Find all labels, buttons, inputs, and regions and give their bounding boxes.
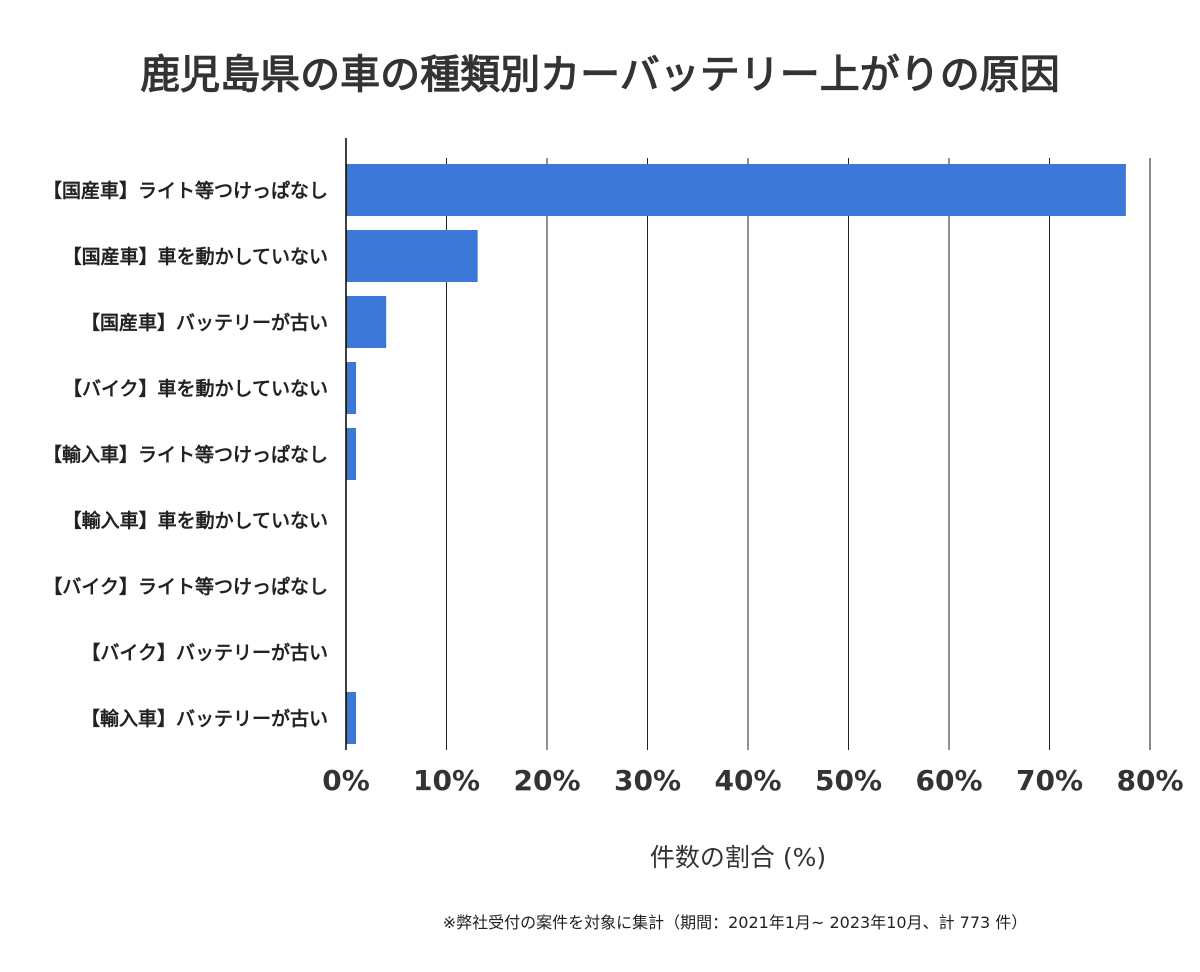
x-tick-label: 70% bbox=[1016, 764, 1083, 797]
bar bbox=[346, 428, 357, 480]
x-tick-label: 40% bbox=[714, 764, 781, 797]
category-label: 【バイク】ライト等つけっぱなし bbox=[43, 575, 328, 598]
x-tick-label: 60% bbox=[915, 764, 982, 797]
bar bbox=[346, 296, 387, 348]
x-tick-label: 20% bbox=[513, 764, 580, 797]
footnote: ※弊社受付の案件を対象に集計（期間：2021年1月~ 2023年10月、計 77… bbox=[443, 913, 1028, 932]
category-label: 【バイク】車を動かしていない bbox=[63, 377, 328, 400]
x-axis-label: 件数の割合 (%) bbox=[650, 843, 826, 872]
category-label: 【輸入車】車を動かしていない bbox=[63, 509, 328, 532]
category-label: 【輸入車】バッテリーが古い bbox=[81, 707, 328, 730]
bar bbox=[346, 230, 478, 282]
x-tick-label: 80% bbox=[1116, 764, 1183, 797]
bar bbox=[346, 164, 1126, 216]
bar bbox=[346, 362, 357, 414]
category-label: 【国産車】車を動かしていない bbox=[63, 245, 328, 268]
category-label: 【国産車】バッテリーが古い bbox=[81, 311, 328, 334]
category-label: 【輸入車】ライト等つけっぱなし bbox=[43, 443, 328, 466]
x-tick-label: 0% bbox=[322, 764, 370, 797]
bar bbox=[346, 692, 357, 744]
x-tick-label: 50% bbox=[815, 764, 882, 797]
category-label: 【バイク】バッテリーが古い bbox=[81, 641, 328, 664]
chart-title: 鹿児島県の車の種類別カーバッテリー上がりの原因 bbox=[140, 52, 1060, 98]
x-tick-label: 10% bbox=[413, 764, 480, 797]
x-tick-label: 30% bbox=[614, 764, 681, 797]
category-label: 【国産車】ライト等つけっぱなし bbox=[43, 179, 328, 202]
